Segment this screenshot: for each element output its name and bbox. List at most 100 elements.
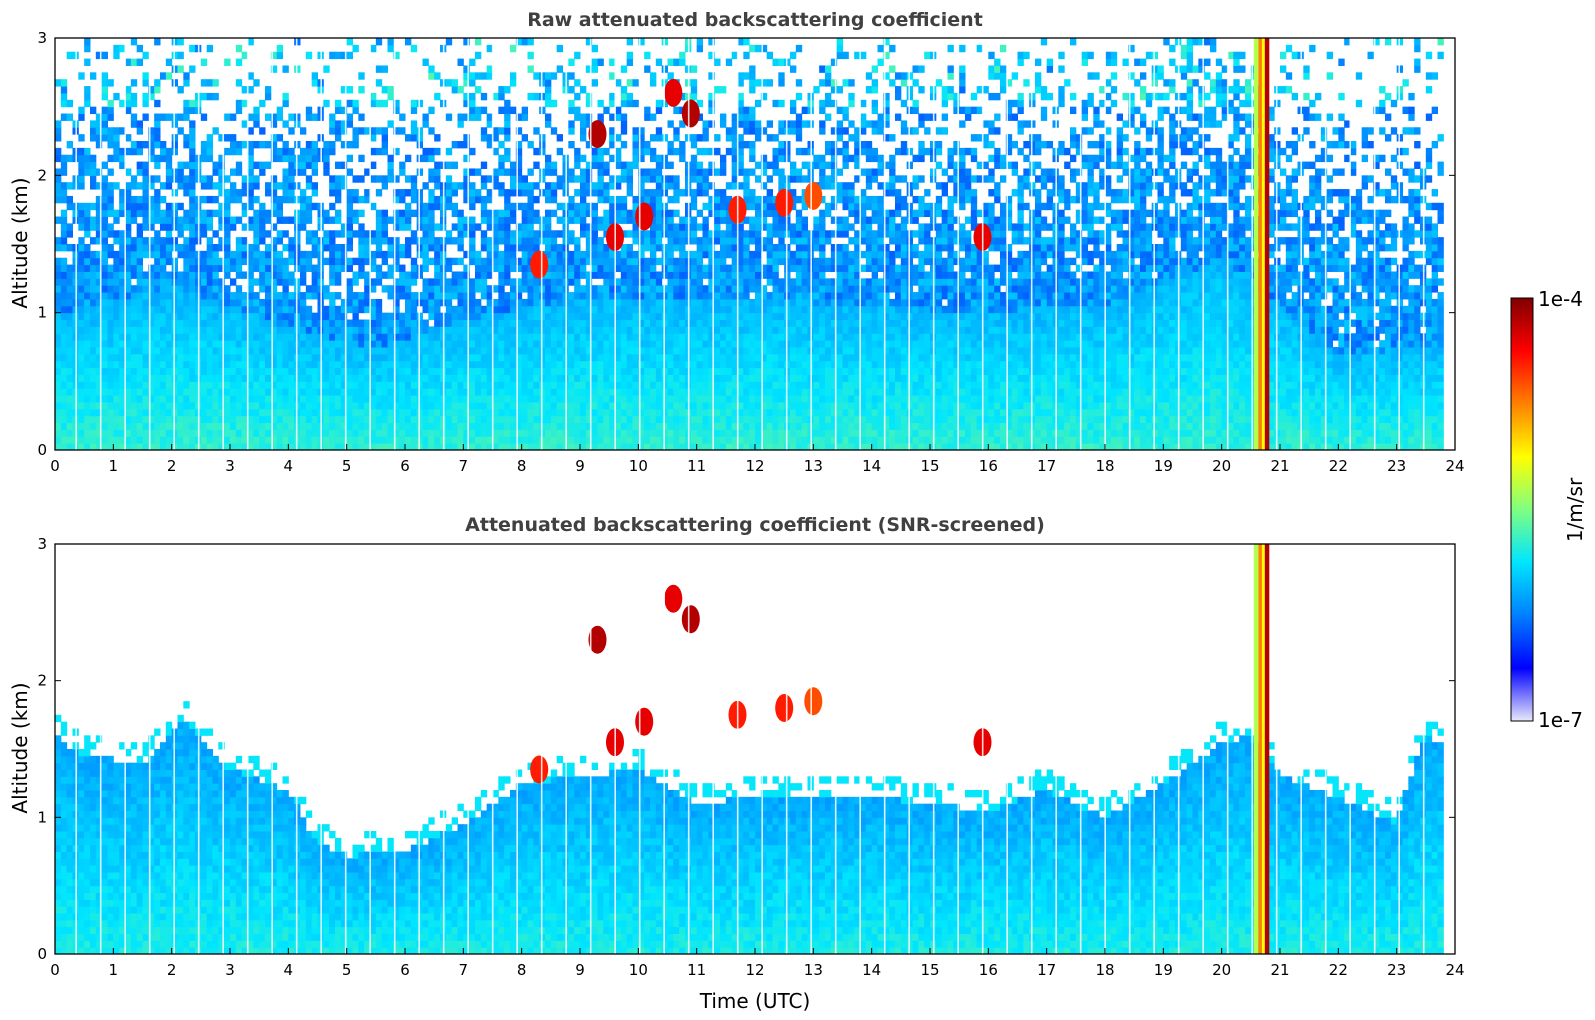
heatmap-cell xyxy=(481,162,487,169)
heatmap-cell xyxy=(236,320,242,327)
heatmap-cell xyxy=(376,326,382,333)
heatmap-cell xyxy=(108,196,114,203)
heatmap-cell xyxy=(108,155,114,162)
heatmap-cell xyxy=(84,347,90,354)
heatmap-cell xyxy=(720,244,726,251)
heatmap-cell xyxy=(55,182,61,189)
heatmap-cell xyxy=(277,271,283,278)
heatmap-cell xyxy=(358,326,364,333)
heatmap-cell xyxy=(650,285,656,292)
heatmap-cell xyxy=(288,278,294,285)
heatmap-cell xyxy=(714,271,720,278)
heatmap-cell xyxy=(113,230,119,237)
heatmap-cell xyxy=(405,423,411,430)
heatmap-cell xyxy=(201,210,207,217)
heatmap-cell xyxy=(236,189,242,196)
heatmap-cell xyxy=(428,299,434,306)
heatmap-cell xyxy=(504,223,510,230)
heatmap-cell xyxy=(300,148,306,155)
heatmap-cell xyxy=(300,162,306,169)
heatmap-cell xyxy=(329,244,335,251)
heatmap-cell xyxy=(434,196,440,203)
heatmap-cell xyxy=(714,189,720,196)
heatmap-cell xyxy=(236,271,242,278)
heatmap-cell xyxy=(691,258,697,265)
heatmap-cell xyxy=(154,258,160,265)
heatmap-cell xyxy=(259,436,265,443)
heatmap-cell xyxy=(288,292,294,299)
heatmap-cell xyxy=(533,347,539,354)
heatmap-cell xyxy=(353,299,359,306)
heatmap-cell xyxy=(673,134,679,141)
heatmap-cell xyxy=(102,368,108,375)
heatmap-cell xyxy=(557,416,563,423)
heatmap-cell xyxy=(137,148,143,155)
heatmap-cell xyxy=(498,347,504,354)
heatmap-cell xyxy=(137,368,143,375)
heatmap-cell xyxy=(277,45,283,52)
heatmap-cell xyxy=(703,368,709,375)
heatmap-cell xyxy=(691,320,697,327)
heatmap-cell xyxy=(574,340,580,347)
heatmap-cell xyxy=(633,416,639,423)
heatmap-cell xyxy=(603,107,609,114)
heatmap-cell xyxy=(376,299,382,306)
heatmap-cell xyxy=(143,361,149,368)
heatmap-cell xyxy=(230,189,236,196)
heatmap-cell xyxy=(592,388,598,395)
heatmap-cell xyxy=(627,278,633,285)
heatmap-cell xyxy=(277,148,283,155)
heatmap-cell xyxy=(598,409,604,416)
heatmap-cell xyxy=(679,237,685,244)
heatmap-cell xyxy=(154,237,160,244)
heatmap-cell xyxy=(183,402,189,409)
heatmap-cell xyxy=(288,354,294,361)
heatmap-cell xyxy=(67,182,73,189)
heatmap-cell xyxy=(551,100,557,107)
heatmap-cell xyxy=(644,271,650,278)
heatmap-cell xyxy=(633,388,639,395)
heatmap-cell xyxy=(458,278,464,285)
heatmap-cell xyxy=(84,333,90,340)
heatmap-cell xyxy=(84,210,90,217)
heatmap-cell xyxy=(405,155,411,162)
heatmap-cell xyxy=(329,230,335,237)
heatmap-cell xyxy=(458,210,464,217)
heatmap-cell xyxy=(323,313,329,320)
heatmap-cell xyxy=(166,217,172,224)
heatmap-cell xyxy=(557,230,563,237)
heatmap-cell xyxy=(312,347,318,354)
heatmap-cell xyxy=(452,292,458,299)
heatmap-cell xyxy=(84,45,90,52)
heatmap-cell xyxy=(498,320,504,327)
heatmap-cell xyxy=(592,251,598,258)
heatmap-cell xyxy=(522,374,528,381)
heatmap-cell xyxy=(154,285,160,292)
heatmap-cell xyxy=(633,299,639,306)
heatmap-cell xyxy=(90,271,96,278)
heatmap-cell xyxy=(236,402,242,409)
heatmap-cell xyxy=(446,237,452,244)
heatmap-cell xyxy=(557,251,563,258)
heatmap-cell xyxy=(411,429,417,436)
heatmap-cell xyxy=(306,210,312,217)
heatmap-cell xyxy=(323,65,329,72)
heatmap-cell xyxy=(498,333,504,340)
heatmap-cell xyxy=(545,333,551,340)
heatmap-cell xyxy=(353,258,359,265)
heatmap-cell xyxy=(300,381,306,388)
heatmap-cell xyxy=(388,120,394,127)
heatmap-cell xyxy=(201,416,207,423)
heatmap-cell xyxy=(522,114,528,121)
heatmap-cell xyxy=(283,381,289,388)
heatmap-cell xyxy=(633,285,639,292)
heatmap-cell xyxy=(627,175,633,182)
heatmap-cell xyxy=(434,374,440,381)
heatmap-cell xyxy=(428,223,434,230)
heatmap-cell xyxy=(283,368,289,375)
heatmap-cell xyxy=(697,162,703,169)
heatmap-cell xyxy=(668,374,674,381)
heatmap-cell xyxy=(160,141,166,148)
heatmap-cell xyxy=(679,368,685,375)
heatmap-cell xyxy=(668,210,674,217)
